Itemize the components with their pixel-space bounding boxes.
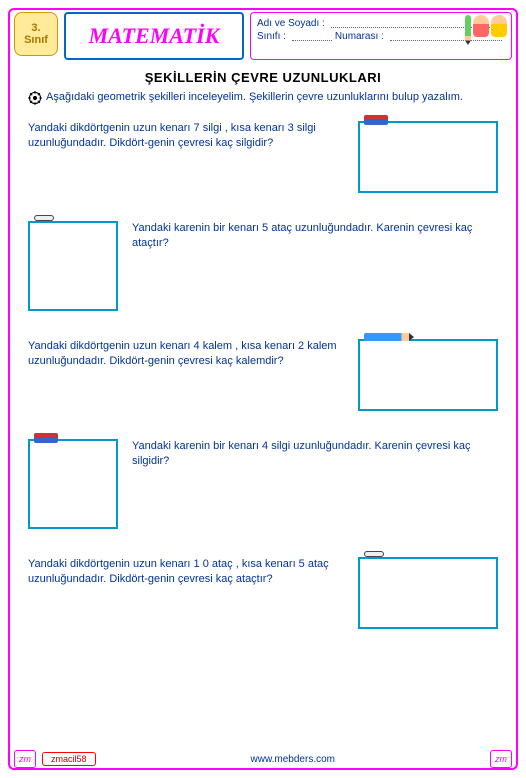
problem-text: Yandaki dikdörtgenin uzun kenarı 1 0 ata… [28, 557, 344, 588]
problem-5: Yandaki dikdörtgenin uzun kenarı 1 0 ata… [28, 557, 498, 629]
content-area: ŞEKİLLERİN ÇEVRE UZUNLUKLARI Aşağıdaki g… [28, 70, 498, 738]
grade-badge: 3. Sınıf [14, 12, 58, 56]
pencil-icon [364, 333, 414, 341]
problem-1: Yandaki dikdörtgenin uzun kenarı 7 silgi… [28, 121, 498, 193]
instruction: Aşağıdaki geometrik şekilleri inceleyeli… [28, 91, 498, 105]
problem-text: Yandaki dikdörtgenin uzun kenarı 4 kalem… [28, 339, 344, 370]
rectangle-shape [358, 557, 498, 629]
problem-2: Yandaki karenin bir kenarı 5 ataç uzunlu… [28, 221, 498, 311]
number-label: Numarası : [335, 31, 384, 42]
eraser-icon [34, 433, 58, 443]
instruction-text: Aşağıdaki geometrik şekilleri inceleyeli… [46, 91, 463, 103]
main-title: ŞEKİLLERİN ÇEVRE UZUNLUKLARI [28, 70, 498, 85]
problem-4: Yandaki karenin bir kenarı 4 silgi uzunl… [28, 439, 498, 529]
paperclip-icon [364, 551, 384, 557]
kid-icon [491, 15, 507, 37]
square-shape [28, 221, 118, 311]
student-info-box: Adı ve Soyadı : Sınıfı : Numarası : [250, 12, 512, 60]
kids-illustration [465, 15, 507, 45]
header: 3. Sınıf MATEMATİK Adı ve Soyadı : Sınıf… [14, 12, 512, 60]
paperclip-icon [34, 215, 54, 221]
problem-text: Yandaki karenin bir kenarı 5 ataç uzunlu… [132, 221, 498, 252]
rectangle-shape [358, 339, 498, 411]
name-label: Adı ve Soyadı : [257, 18, 325, 29]
square-shape [28, 439, 118, 529]
problem-text: Yandaki karenin bir kenarı 4 silgi uzunl… [132, 439, 498, 470]
worksheet-code: zmacil58 [42, 752, 96, 766]
rectangle-shape [358, 121, 498, 193]
subject-title: MATEMATİK [64, 12, 244, 60]
class-label: Sınıfı : [257, 31, 286, 42]
problem-text: Yandaki dikdörtgenin uzun kenarı 7 silgi… [28, 121, 344, 152]
grade-label: Sınıf [24, 34, 48, 46]
zm-logo: zm [490, 750, 512, 768]
gear-icon [28, 91, 42, 105]
eraser-icon [364, 115, 388, 125]
zm-logo: zm [14, 750, 36, 768]
class-field[interactable] [292, 33, 332, 41]
footer: zm zmacil58 www.mebders.com zm [14, 750, 512, 768]
grade-number: 3. [31, 22, 40, 34]
problem-3: Yandaki dikdörtgenin uzun kenarı 4 kalem… [28, 339, 498, 411]
pencil-icon [465, 15, 471, 45]
kid-icon [473, 15, 489, 37]
website-url: www.mebders.com [251, 754, 335, 765]
